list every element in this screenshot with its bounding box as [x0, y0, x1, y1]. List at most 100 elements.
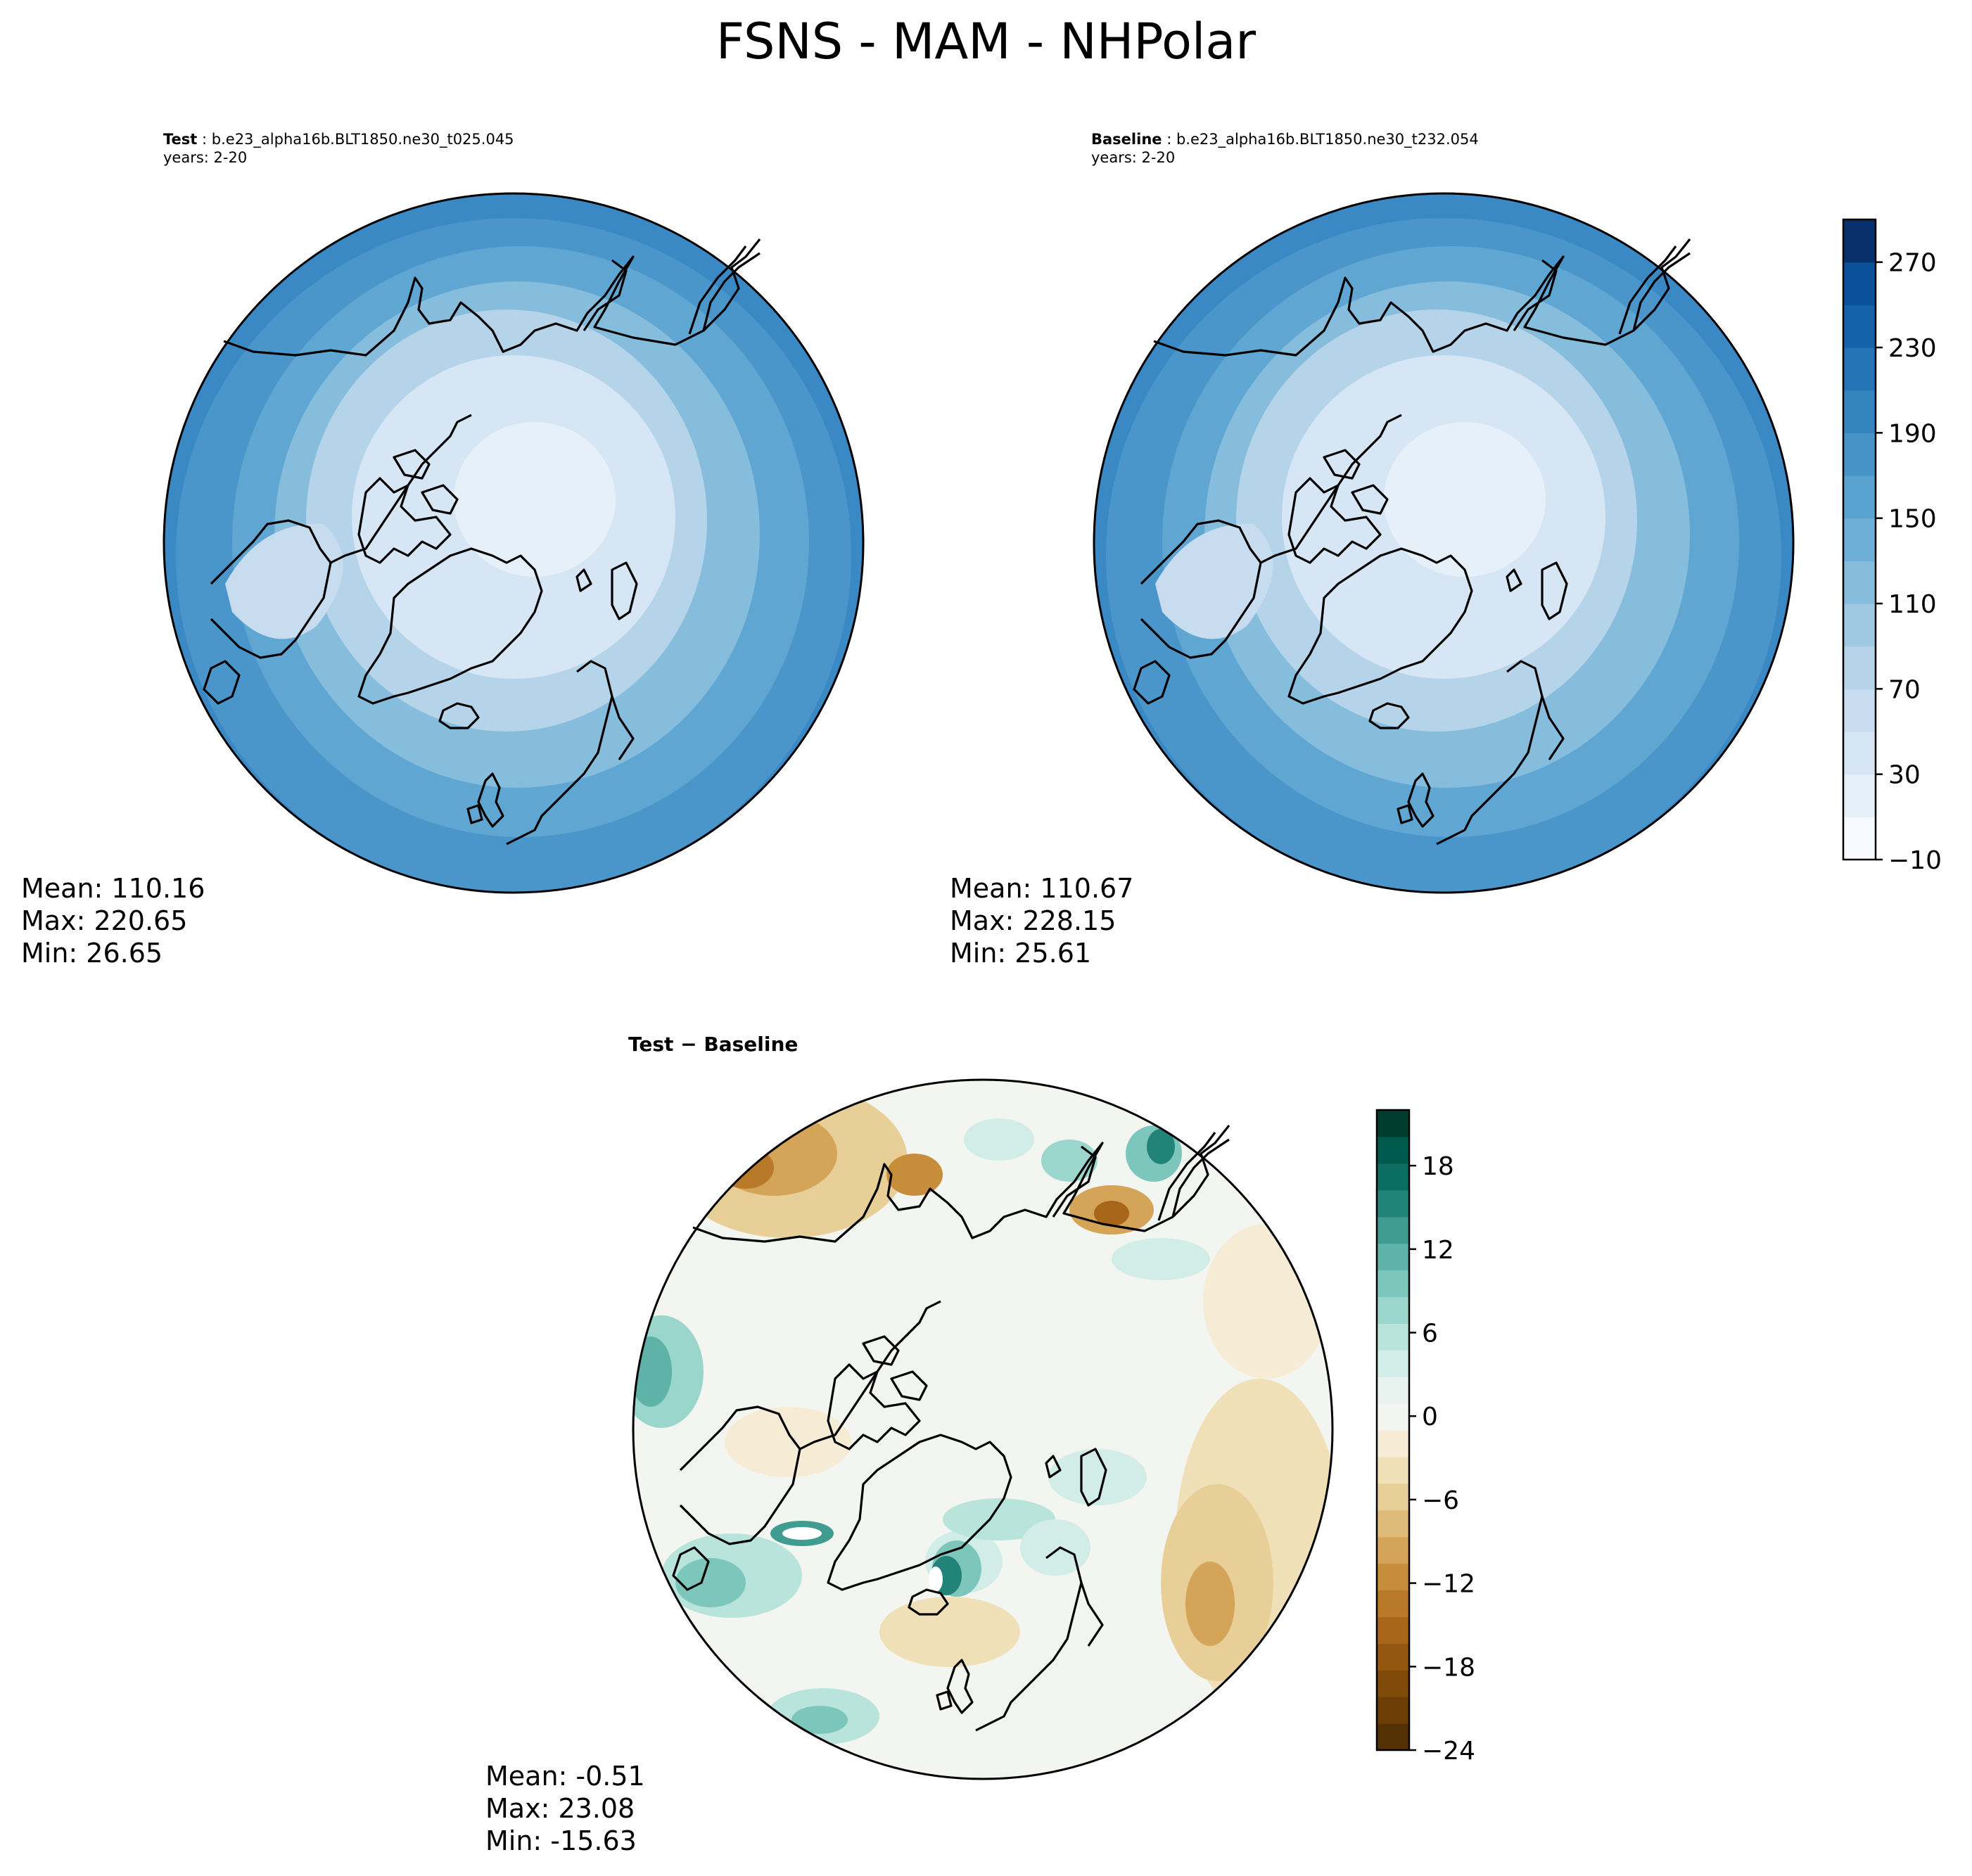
baseline-stats: Mean: 110.67 Max: 228.15 Min: 25.61	[950, 872, 1133, 969]
diff-colorbar-segment	[1377, 1430, 1409, 1457]
diff-colorbar-segment	[1377, 1670, 1409, 1697]
main-colorbar-tick-label: 30	[1888, 761, 1921, 790]
baseline-max: Max: 228.15	[950, 905, 1117, 936]
diff-colorbar-segment	[1377, 1697, 1409, 1724]
test-case-name: b.e23_alpha16b.BLT1850.ne30_t025.045	[211, 131, 514, 148]
diff-colorbar-tick-label: 6	[1422, 1320, 1438, 1348]
diff-colorbar-tick-label: 12	[1422, 1236, 1454, 1265]
diff-pos-patch	[1147, 1129, 1175, 1164]
test-map-border	[163, 192, 865, 894]
diff-pos-patch	[782, 1527, 822, 1540]
diff-colorbar-tick-label: 18	[1422, 1152, 1454, 1181]
diff-pos-patch	[1041, 1140, 1098, 1182]
main-colorbar-segment	[1843, 646, 1876, 689]
diff-colorbar-segment	[1377, 1403, 1409, 1431]
diff-colorbar-segment	[1377, 1296, 1409, 1324]
diff-pos-patch	[1048, 1449, 1147, 1505]
test-years: years: 2-20	[163, 149, 248, 166]
baseline-map	[1093, 192, 1795, 894]
test-mean: Mean: 110.16	[21, 873, 205, 904]
test-label: Test	[163, 131, 198, 148]
diff-mean: Mean: -0.51	[485, 1761, 645, 1792]
diff-coastlines	[672, 1125, 1230, 1732]
figure-title: FSNS - MAM - NHPolar	[715, 13, 1257, 70]
test-pole-core	[454, 422, 616, 577]
diff-pos-patch	[943, 1498, 1055, 1540]
main-colorbar-segment	[1843, 817, 1876, 860]
main-colorbar-segment	[1843, 390, 1876, 433]
diff-colorbar-segment	[1377, 1189, 1409, 1218]
main-colorbar-segment	[1843, 219, 1876, 263]
diff-pos-patch	[1112, 1238, 1210, 1280]
baseline-mean: Mean: 110.67	[950, 873, 1134, 904]
diff-map-border	[632, 1078, 1334, 1780]
diff-min: Min: -15.63	[485, 1825, 637, 1856]
main-colorbar-segment	[1843, 732, 1876, 775]
main-colorbar-frame	[1842, 218, 1877, 861]
diff-neg-patch	[1094, 1201, 1129, 1226]
baseline-label: Baseline	[1091, 131, 1162, 148]
diff-neg-patch	[1203, 1224, 1330, 1379]
main-colorbar-tick-label: 150	[1888, 505, 1937, 534]
main-colorbar-tick-label: −10	[1888, 846, 1942, 875]
diff-max: Max: 23.08	[485, 1793, 635, 1824]
diff-pos-patch	[964, 1118, 1034, 1161]
main-colorbar-segment	[1843, 347, 1876, 391]
diff-pos-patch	[791, 1706, 848, 1734]
main-colorbar-segment	[1843, 518, 1876, 561]
diff-colorbar-segment	[1377, 1723, 1409, 1751]
main-colorbar: −10 30 70 110 150 190 230 270	[1842, 218, 1942, 875]
baseline-alaska-shade	[1155, 523, 1273, 639]
test-min: Min: 26.65	[21, 938, 163, 969]
diff-colorbar-segment	[1377, 1563, 1409, 1591]
diff-colorbar-segment	[1377, 1616, 1409, 1644]
main-colorbar-segment	[1843, 689, 1876, 732]
baseline-coastlines	[1133, 238, 1691, 846]
baseline-map-border	[1093, 192, 1795, 894]
test-panel-header: Test : b.e23_alpha16b.BLT1850.ne30_t025.…	[163, 131, 514, 166]
diff-colorbar-segment	[1377, 1483, 1409, 1511]
main-colorbar-tick-label: 230	[1888, 334, 1937, 363]
diff-pos-patch	[675, 1558, 746, 1607]
test-max: Max: 220.65	[21, 905, 188, 936]
main-colorbar-segment	[1843, 262, 1876, 305]
diff-neg-patch	[725, 1407, 851, 1477]
diff-colorbar-tick-label: 0	[1422, 1403, 1438, 1431]
baseline-case-name: b.e23_alpha16b.BLT1850.ne30_t232.054	[1176, 131, 1479, 148]
diff-colorbar-segment	[1377, 1510, 1409, 1538]
main-colorbar-segment	[1843, 305, 1876, 348]
diff-neg-patch	[718, 1147, 774, 1189]
diff-colorbar-segment	[1377, 1643, 1409, 1671]
diff-panel-title: Test − Baseline	[628, 1033, 799, 1056]
diff-pos-patch	[633, 1336, 672, 1407]
main-colorbar-tick-label: 110	[1888, 590, 1937, 619]
diff-colorbar-segment	[1377, 1110, 1409, 1137]
diff-colorbar-tick-label: −12	[1422, 1570, 1475, 1599]
main-colorbar-segment	[1843, 604, 1876, 647]
main-colorbar-segment	[1843, 774, 1876, 817]
diff-pos-patch	[929, 1566, 943, 1592]
main-colorbar-tick-label: 190	[1888, 419, 1937, 448]
diff-colorbar-tick-label: −6	[1422, 1486, 1459, 1515]
baseline-panel-header: Baseline : b.e23_alpha16b.BLT1850.ne30_t…	[1091, 131, 1479, 166]
diff-neg-patch	[886, 1154, 943, 1196]
diff-colorbar-segment	[1377, 1270, 1409, 1298]
diff-colorbar-segment	[1377, 1136, 1409, 1164]
diff-colorbar-segment	[1377, 1216, 1409, 1244]
diff-colorbar-segment	[1377, 1350, 1409, 1377]
test-coastlines	[203, 238, 761, 846]
test-stats: Mean: 110.16 Max: 220.65 Min: 26.65	[21, 872, 205, 969]
diff-colorbar-segment	[1377, 1590, 1409, 1618]
main-colorbar-tick-label: 270	[1888, 249, 1937, 278]
diff-stats: Mean: -0.51 Max: 23.08 Min: -15.63	[485, 1760, 645, 1857]
main-colorbar-segment	[1843, 476, 1876, 519]
diff-colorbar-tick-label: −18	[1422, 1653, 1475, 1682]
diff-colorbar-segment	[1377, 1456, 1409, 1484]
test-alaska-shade	[225, 523, 343, 639]
baseline-pole-core	[1384, 422, 1546, 577]
diff-colorbar-segment	[1377, 1323, 1409, 1351]
diff-colorbar-segment	[1377, 1163, 1409, 1191]
diff-colorbar: −24 −18 −12 −6 0 6 12 18	[1375, 1109, 1475, 1766]
